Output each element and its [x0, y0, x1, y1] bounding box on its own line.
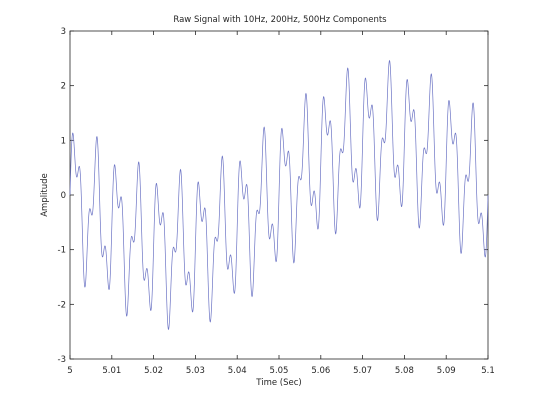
- x-tick-label: 5.04: [228, 366, 247, 376]
- x-axis-label: Time (Sec): [255, 378, 301, 388]
- x-tick-label: 5.01: [102, 366, 121, 376]
- signal-line: [69, 59, 489, 331]
- y-axis-label: Amplitude: [40, 173, 50, 217]
- x-tick-label: 5.09: [437, 366, 456, 376]
- chart-title: Raw Signal with 10Hz, 200Hz, 500Hz Compo…: [173, 15, 387, 25]
- y-tick-label: 0: [61, 191, 66, 201]
- x-tick-label: 5.1: [481, 366, 495, 376]
- x-tick-label: 5.02: [144, 366, 163, 376]
- x-tick-label: 5.08: [395, 366, 414, 376]
- y-tick-label: 3: [61, 27, 66, 37]
- x-tick-label: 5.06: [311, 366, 330, 376]
- y-tick-label: -3: [58, 355, 66, 365]
- x-ticks: 5 5.01 5.02 5.03 5.04 5.05 5.06 5.07 5.08 5.09 5.1: [67, 31, 495, 376]
- x-tick-label: 5.07: [353, 366, 372, 376]
- x-tick-label: 5: [67, 366, 72, 376]
- y-tick-label: 2: [61, 82, 66, 92]
- x-tick-label: 5.05: [270, 366, 289, 376]
- y-tick-label: 1: [61, 136, 66, 146]
- y-ticks: -3 -2 -1 0 1 2 3: [58, 27, 488, 365]
- y-tick-label: -1: [58, 246, 66, 256]
- x-tick-label: 5.03: [186, 366, 205, 376]
- y-tick-label: -2: [58, 300, 66, 310]
